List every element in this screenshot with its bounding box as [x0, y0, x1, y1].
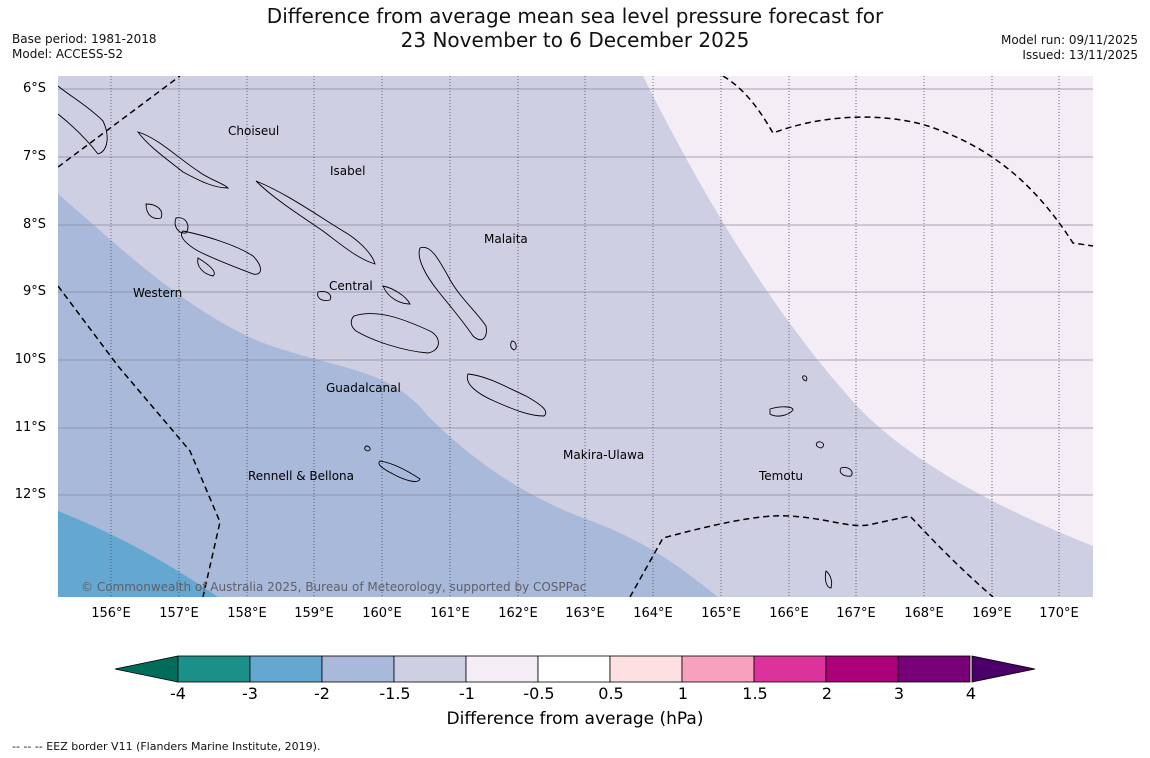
lon-label: 167°E — [836, 606, 876, 621]
zone-minus-2-to-minus-1p5 — [58, 194, 718, 597]
colorbar-cell — [249, 655, 323, 683]
island-reef-islands — [802, 375, 808, 382]
colorbar-tick-label: 1.5 — [742, 684, 768, 703]
colorbar — [114, 655, 1036, 683]
lon-label: 160°E — [362, 606, 402, 621]
place-label: Choiseul — [228, 124, 280, 138]
colorbar-tick-label: 2 — [821, 684, 833, 703]
island-ulawa — [510, 340, 517, 351]
island-bougainville — [58, 85, 108, 155]
base-period: Base period: 1981-2018 — [12, 32, 157, 46]
lat-label: 7°S — [22, 149, 46, 164]
colorbar-under-arrow — [114, 655, 179, 683]
meta-left: Base period: 1981-2018 Model: ACCESS-S2 — [12, 32, 157, 62]
island-russell — [317, 291, 332, 301]
lon-label: 159°E — [294, 606, 334, 621]
lon-label: 163°E — [565, 606, 605, 621]
lon-label: 168°E — [904, 606, 944, 621]
colorbar-cell — [465, 655, 539, 683]
latitude-gridlines — [58, 88, 1093, 496]
colorbar-cell — [897, 655, 971, 683]
lon-label: 158°E — [227, 606, 267, 621]
island-utupua — [815, 441, 825, 449]
place-label: Malaita — [484, 232, 528, 246]
colorbar-tick-label: -1 — [459, 684, 475, 703]
title-line-1: Difference from average mean sea level p… — [266, 4, 884, 28]
eez-border — [58, 76, 1093, 597]
island-makira — [466, 373, 547, 417]
eez-footnote: -- -- -- EEZ border V11 (Flanders Marine… — [12, 740, 321, 753]
place-label: Temotu — [759, 469, 804, 483]
island-isabel — [255, 180, 376, 265]
colorbar-cell — [321, 655, 395, 683]
model-run: Model run: 09/11/2025 — [1000, 33, 1138, 47]
island-guadalcanal — [350, 313, 439, 354]
island-bellona — [364, 445, 371, 452]
lon-label: 162°E — [498, 606, 538, 621]
map-canvas — [58, 76, 1093, 597]
lat-label: 8°S — [22, 217, 46, 232]
zone-minus-0p5-to-minus-1 — [643, 76, 1093, 546]
place-label: Isabel — [330, 164, 366, 178]
colorbar-tick-label: 4 — [965, 684, 977, 703]
island-tikopia — [824, 570, 833, 589]
island-rennell — [378, 460, 421, 482]
colorbar-over-arrow — [971, 655, 1036, 683]
colorbar-cell — [393, 655, 467, 683]
island-new-georgia — [181, 230, 261, 275]
lon-label: 170°E — [1039, 606, 1079, 621]
lon-label: 161°E — [430, 606, 470, 621]
colorbar-tick-label: 3 — [893, 684, 905, 703]
lon-label: 157°E — [159, 606, 199, 621]
island-vanikoro — [839, 467, 853, 477]
issued-date: Issued: 13/11/2025 — [1022, 48, 1138, 62]
meta-right: Model run: 09/11/2025 Issued: 13/11/2025 — [1001, 33, 1138, 63]
place-label: Rennell & Bellona — [248, 469, 355, 483]
place-label: Makira-Ulawa — [563, 448, 645, 462]
colorbar-tick-label: -2 — [314, 684, 330, 703]
colorbar-cell — [537, 655, 611, 683]
lon-label: 164°E — [633, 606, 673, 621]
lat-label: 6°S — [22, 81, 46, 96]
colorbar-tick-label: -4 — [170, 684, 186, 703]
place-label: Central — [329, 279, 373, 293]
colorbar-cell — [753, 655, 827, 683]
colorbar-tick-label: 1 — [677, 684, 689, 703]
colorbar-cell — [609, 655, 683, 683]
place-label: Guadalcanal — [326, 381, 401, 395]
lon-label: 165°E — [701, 606, 741, 621]
island-choiseul — [136, 131, 230, 189]
lat-label: 9°S — [22, 284, 46, 299]
coastlines — [58, 85, 853, 589]
map-title: Difference from average mean sea level p… — [0, 4, 1150, 52]
island-santa-cruz — [769, 406, 794, 417]
lat-label: 11°S — [14, 420, 46, 435]
lat-label: 12°S — [14, 487, 46, 502]
lon-label: 156°E — [91, 606, 131, 621]
colorbar-cell — [177, 655, 251, 683]
island-nggela — [382, 285, 411, 305]
zone-minus-3-to-minus-2 — [58, 511, 218, 597]
colorbar-cell — [681, 655, 755, 683]
lon-label: 169°E — [972, 606, 1012, 621]
colorbar-tick-label: -0.5 — [523, 684, 555, 703]
colorbar-tick-label: 0.5 — [598, 684, 624, 703]
copyright-notice: © Commonwealth of Australia 2025, Bureau… — [81, 580, 587, 594]
island-malaita — [418, 246, 487, 340]
title-line-2: 23 November to 6 December 2025 — [400, 28, 750, 52]
island-rendova — [197, 257, 215, 277]
place-label: Western — [133, 286, 183, 300]
colorbar-cell — [825, 655, 899, 683]
colorbar-tick-label: -3 — [242, 684, 258, 703]
island-kolombangara — [174, 217, 189, 234]
lon-label: 166°E — [769, 606, 809, 621]
colorbar-tick-label: -1.5 — [379, 684, 411, 703]
island-vella-lavella — [145, 203, 163, 219]
lat-label: 10°S — [14, 352, 46, 367]
colorbar-title: Difference from average (hPa) — [446, 709, 704, 729]
model-name: Model: ACCESS-S2 — [12, 47, 124, 61]
